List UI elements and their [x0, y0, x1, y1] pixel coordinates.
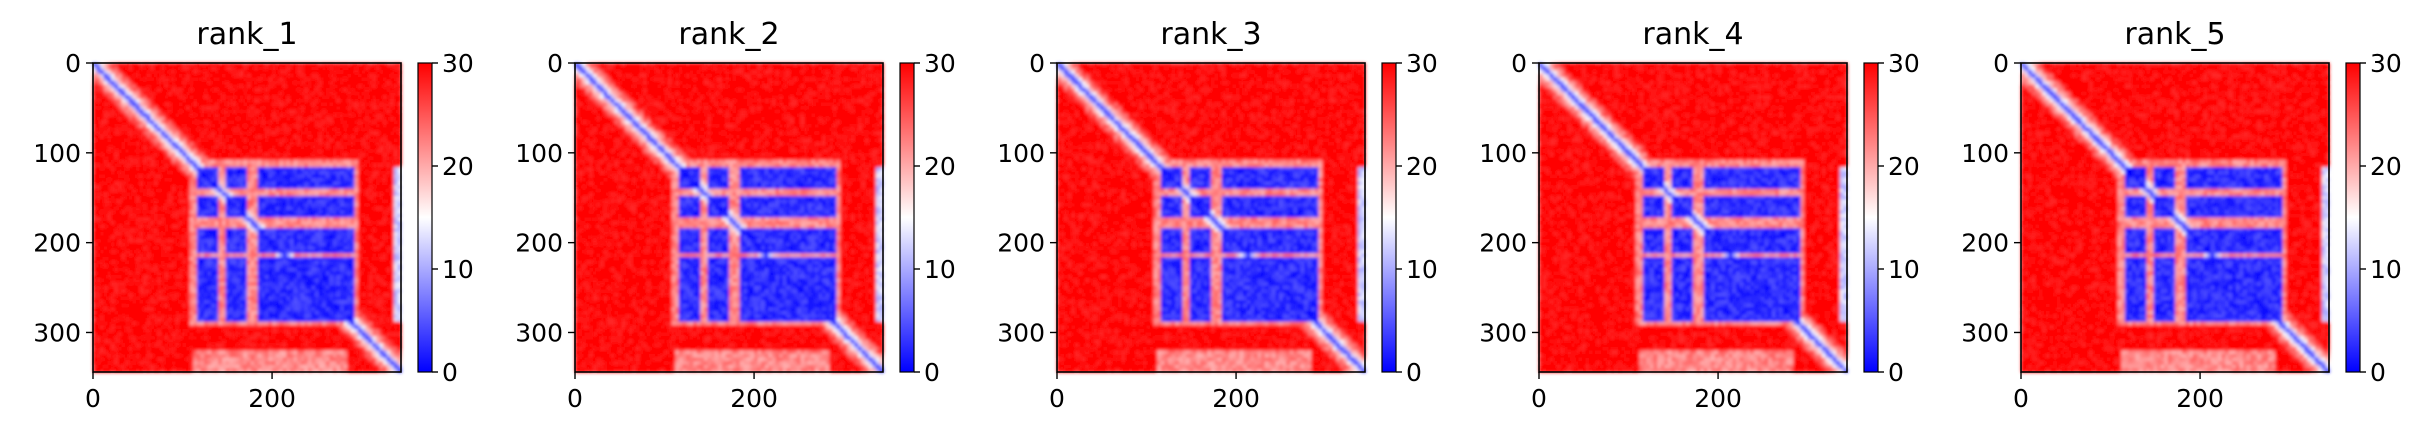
- y-tick-label: 200: [997, 229, 1045, 258]
- y-tick-label: 0: [1993, 49, 2009, 78]
- colorbar-tick-label: 0: [1406, 358, 1422, 387]
- colorbar: [1381, 62, 1397, 373]
- colorbar: [1863, 62, 1879, 373]
- colorbar-tick-label: 30: [2370, 49, 2402, 78]
- y-tick-label: 0: [65, 49, 81, 78]
- colorbar-tick-label: 10: [924, 255, 956, 284]
- colorbar-tick-label: 0: [2370, 358, 2386, 387]
- heatmap-image: [1539, 63, 1848, 373]
- heatmap-panel-4: rank_4 0 200 0 100 200 300 0 10 20 30: [1479, 17, 1920, 413]
- colorbar-tick-label: 20: [442, 152, 474, 181]
- y-tick-label: 300: [33, 318, 81, 347]
- colorbar-tick-label: 20: [1888, 152, 1920, 181]
- y-tick-label: 0: [1511, 49, 1527, 78]
- x-tick-label: 0: [85, 384, 101, 413]
- panel-title: rank_5: [2124, 17, 2225, 52]
- axes-frame: [1538, 62, 1848, 373]
- y-tick-label: 200: [1961, 229, 2009, 258]
- heatmap-panel-2: rank_2 0 200 0 100 200 300 0 10 20 30: [515, 17, 956, 413]
- colorbar-tick-label: 30: [442, 49, 474, 78]
- colorbar: [899, 62, 915, 373]
- y-tick-label: 300: [1961, 318, 2009, 347]
- colorbar-tick-label: 10: [2370, 255, 2402, 284]
- y-tick-label: 0: [1029, 49, 1045, 78]
- colorbar-tick-label: 20: [2370, 152, 2402, 181]
- heatmap-panel-1: rank_1 0 200 0 100 200 300 0 10 20 30: [33, 17, 474, 413]
- colorbar-tick-label: 30: [1406, 49, 1438, 78]
- x-tick-label: 200: [248, 384, 296, 413]
- y-tick-label: 200: [1479, 229, 1527, 258]
- colorbar-tick-label: 30: [924, 49, 956, 78]
- y-tick-label: 0: [547, 49, 563, 78]
- heatmap-panel-5: rank_5 0 200 0 100 200 300 0 10 20 30: [1961, 17, 2402, 413]
- colorbar-tick-label: 20: [1406, 152, 1438, 181]
- x-tick-label: 200: [2176, 384, 2224, 413]
- heatmap-image: [1057, 63, 1366, 373]
- colorbar-tick-label: 10: [442, 255, 474, 284]
- panel-title: rank_4: [1642, 17, 1743, 52]
- y-tick-label: 300: [515, 318, 563, 347]
- panel-title: rank_1: [196, 17, 297, 52]
- x-tick-label: 200: [1212, 384, 1260, 413]
- colorbar-tick-label: 10: [1888, 255, 1920, 284]
- axes-frame: [574, 62, 884, 373]
- x-tick-label: 0: [1531, 384, 1547, 413]
- y-tick-label: 100: [997, 139, 1045, 168]
- y-tick-label: 200: [515, 229, 563, 258]
- y-tick-label: 100: [1479, 139, 1527, 168]
- colorbar: [2345, 62, 2361, 373]
- colorbar-tick-label: 0: [442, 358, 458, 387]
- y-tick-label: 200: [33, 229, 81, 258]
- heatmap-image: [575, 63, 884, 373]
- colorbar-tick-label: 30: [1888, 49, 1920, 78]
- panel-title: rank_3: [1160, 17, 1261, 52]
- x-tick-label: 200: [730, 384, 778, 413]
- axes-frame: [1056, 62, 1366, 373]
- heatmap-image: [2021, 63, 2330, 373]
- y-tick-label: 300: [997, 318, 1045, 347]
- heatmap-panel-3: rank_3 0 200 0 100 200 300 0 10 20 30: [997, 17, 1438, 413]
- heatmap-image: [93, 63, 402, 373]
- axes-frame: [2020, 62, 2330, 373]
- y-tick-label: 100: [1961, 139, 2009, 168]
- colorbar-tick-label: 20: [924, 152, 956, 181]
- axes-frame: [92, 62, 402, 373]
- y-tick-label: 300: [1479, 318, 1527, 347]
- panel-title: rank_2: [678, 17, 779, 52]
- y-tick-label: 100: [33, 139, 81, 168]
- colorbar-tick-label: 10: [1406, 255, 1438, 284]
- colorbar: [417, 62, 433, 373]
- y-tick-label: 100: [515, 139, 563, 168]
- colorbar-tick-label: 0: [924, 358, 940, 387]
- x-tick-label: 0: [1049, 384, 1065, 413]
- x-tick-label: 0: [567, 384, 583, 413]
- x-tick-label: 0: [2013, 384, 2029, 413]
- colorbar-tick-label: 0: [1888, 358, 1904, 387]
- x-tick-label: 200: [1694, 384, 1742, 413]
